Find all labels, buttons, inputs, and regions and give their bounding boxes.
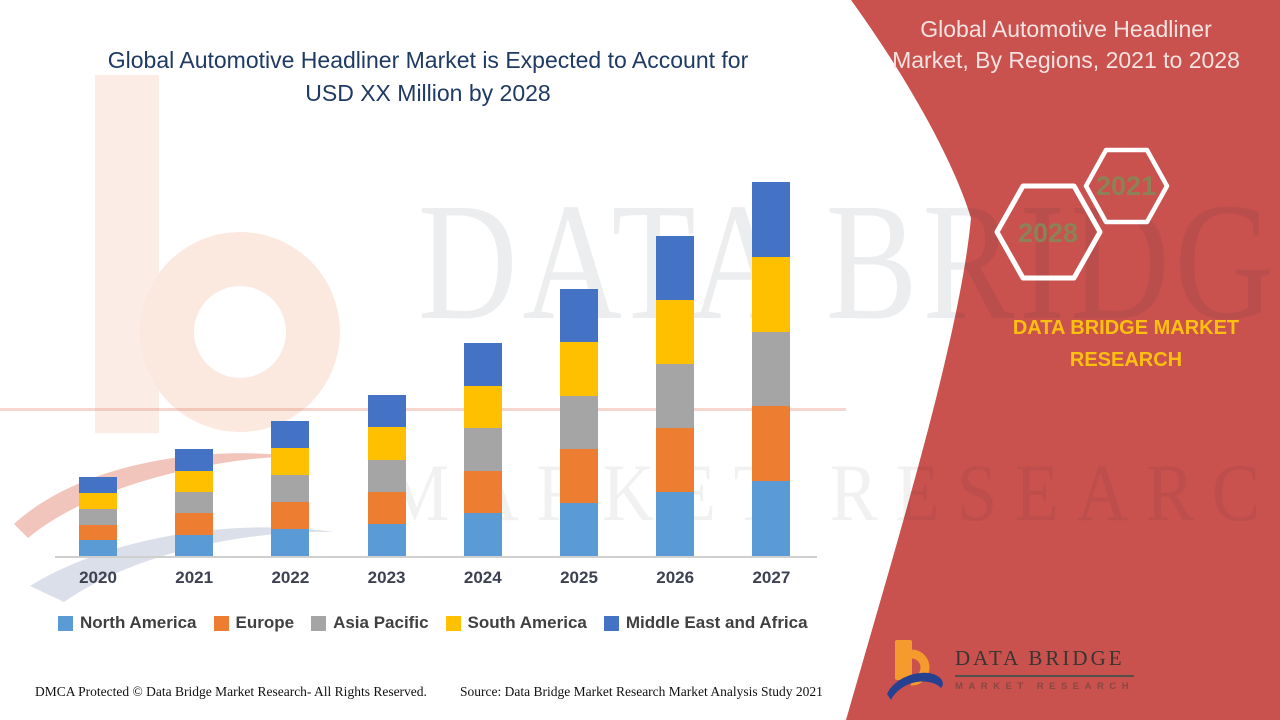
source-note: Source: Data Bridge Market Research Mark… (460, 684, 823, 699)
bar-segment-middle-east-and-africa-2025 (560, 288, 598, 343)
stacked-bar-2020 (79, 477, 117, 556)
bar-segment-north-america-2020 (79, 540, 117, 556)
legend-swatch-icon (213, 615, 229, 631)
bar-segment-middle-east-and-africa-2022 (271, 421, 310, 449)
legend-label: North America (80, 613, 197, 632)
x-axis-label-2023: 2023 (367, 568, 406, 587)
bar-segment-europe-2024 (463, 470, 502, 514)
bar-segment-middle-east-and-africa-2024 (463, 342, 502, 386)
chart-title: Global Automotive Headliner Market is Ex… (50, 44, 806, 110)
legend-item-north-america: North America (58, 613, 197, 633)
legend-item-europe: Europe (213, 613, 295, 633)
x-axis-label-2020: 2020 (79, 568, 117, 587)
legend-label: Middle East and Africa (625, 613, 808, 632)
bar-segment-europe-2021 (175, 513, 214, 535)
bar-segment-middle-east-and-africa-2027 (752, 182, 791, 257)
bar-segment-south-america-2023 (367, 427, 406, 460)
stacked-bar-2024 (463, 342, 502, 556)
bar-segment-south-america-2024 (463, 385, 502, 429)
brand-line2: RESEARCH (1069, 349, 1183, 371)
bar-segment-asia-pacific-2020 (79, 508, 117, 525)
stacked-bar-plot: 2020 2021 2022 2023 2024 2025 2026 2027 (55, 160, 817, 587)
stacked-bar-2021 (175, 449, 214, 556)
legend-item-middle-east-and-africa: Middle East and Africa (603, 613, 808, 633)
legend-swatch-icon (445, 615, 461, 631)
stacked-bar-2023 (367, 395, 406, 556)
bar-segment-middle-east-and-africa-2026 (656, 236, 695, 301)
brand-line1: DATA BRIDGE MARKET (1012, 317, 1240, 339)
panel-title-line2: Market, By Regions, 2021 to 2028 (892, 47, 1240, 73)
legend-item-south-america: South America (445, 613, 587, 633)
x-axis-label-2025: 2025 (560, 568, 598, 587)
bar-segment-south-america-2027 (752, 256, 791, 332)
legend-label: South America (467, 613, 587, 632)
bar-segment-north-america-2025 (560, 502, 598, 556)
data-bridge-b-swoosh-icon (887, 640, 943, 700)
bar-segment-south-america-2021 (175, 470, 214, 493)
bar-segment-south-america-2026 (656, 300, 695, 365)
badge-2028-label: 2028 (1018, 218, 1078, 248)
logo-subtitle: MARKET RESEARCH (955, 681, 1135, 692)
bar-segment-middle-east-and-africa-2023 (367, 395, 406, 428)
x-axis-label-2022: 2022 (271, 568, 310, 587)
bar-segment-north-america-2021 (175, 534, 214, 556)
chart-title-line1: Global Automotive Headliner Market is Ex… (107, 47, 749, 73)
bar-segment-europe-2023 (367, 491, 406, 524)
stacked-bar-2025 (560, 288, 598, 556)
bar-segment-north-america-2024 (463, 513, 502, 556)
legend-swatch-icon (58, 615, 73, 631)
bar-segment-asia-pacific-2021 (175, 492, 214, 514)
bar-segment-europe-2022 (271, 502, 310, 530)
bar-segment-north-america-2022 (271, 529, 310, 556)
logo-text-column: DATA BRIDGE MARKET RESEARCH (955, 646, 1135, 692)
stacked-bar-2022 (271, 421, 310, 556)
bar-segment-south-america-2020 (79, 493, 117, 509)
bar-segment-middle-east-and-africa-2020 (79, 477, 117, 494)
legend-label: Asia Pacific (333, 613, 429, 632)
x-axis-label-2024: 2024 (463, 568, 502, 587)
logo-name: DATA BRIDGE (955, 646, 1135, 677)
bar-segment-asia-pacific-2022 (271, 475, 310, 503)
badge-2021-label: 2021 (1096, 171, 1156, 201)
bar-segment-north-america-2026 (656, 492, 695, 556)
chart-legend: North America Europe Asia Pacific South Ame… (58, 613, 808, 633)
panel-title-line1: Global Automotive Headliner (920, 16, 1212, 42)
bar-segment-europe-2020 (79, 524, 117, 541)
stacked-bar-2027 (752, 182, 791, 556)
legend-label: Europe (235, 613, 295, 632)
legend-item-asia-pacific: Asia Pacific (311, 613, 429, 633)
bar-segment-south-america-2025 (560, 342, 598, 396)
bar-segment-south-america-2022 (271, 448, 310, 476)
x-axis-label-2026: 2026 (656, 568, 695, 587)
bar-segment-asia-pacific-2025 (560, 395, 598, 450)
legend-swatch-icon (311, 615, 327, 631)
bar-segment-europe-2026 (656, 428, 695, 493)
bar-segment-north-america-2023 (367, 523, 406, 556)
bar-segment-middle-east-and-africa-2021 (175, 449, 214, 471)
x-axis-label-2021: 2021 (175, 568, 214, 587)
bar-segment-europe-2027 (752, 406, 791, 482)
bar-segment-asia-pacific-2027 (752, 331, 791, 407)
bar-segment-north-america-2027 (752, 481, 791, 556)
stacked-bar-2026 (656, 236, 695, 556)
data-bridge-logo: DATA BRIDGE MARKET RESEARCH (885, 638, 1135, 702)
bar-segment-asia-pacific-2023 (367, 459, 406, 492)
panel-title: Global Automotive Headliner Market, By R… (868, 14, 1264, 76)
bar-segment-asia-pacific-2026 (656, 364, 695, 429)
legend-swatch-icon (603, 615, 619, 631)
hexagon-2028-icon (994, 183, 1103, 281)
year-badges: 2028 2021 (994, 147, 1170, 281)
chart-title-line2: USD XX Million by 2028 (305, 80, 551, 106)
bar-segment-europe-2025 (560, 449, 598, 503)
brand-wordmark: DATA BRIDGE MARKET RESEARCH (980, 312, 1272, 376)
dmca-notice: DMCA Protected © Data Bridge Market Rese… (35, 684, 427, 699)
x-axis-label-2027: 2027 (752, 568, 791, 587)
hexagon-2021-icon (1083, 147, 1170, 225)
bar-segment-asia-pacific-2024 (463, 428, 502, 471)
